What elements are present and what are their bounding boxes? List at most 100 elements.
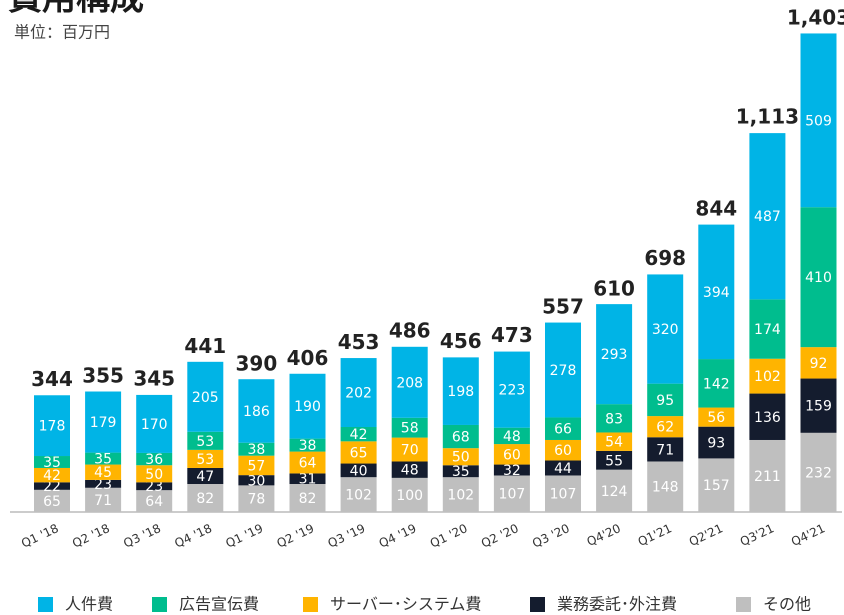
bar-segment	[647, 383, 684, 417]
bar-segment	[749, 358, 786, 394]
segment-label: 198	[447, 384, 474, 400]
segment-label: 190	[294, 399, 321, 415]
legend-swatch	[736, 597, 751, 612]
bar-segment	[34, 482, 70, 490]
segment-label: 102	[447, 488, 474, 504]
bar-segment	[34, 489, 70, 512]
bar-segment	[800, 347, 837, 379]
bar-segment	[289, 438, 326, 452]
chart-title: 費用構成	[8, 0, 144, 19]
bar-segment	[340, 441, 377, 464]
x-tick-label: Q2 '19	[275, 521, 317, 550]
segment-label: 95	[656, 393, 674, 409]
bar-segment	[596, 404, 633, 433]
legend-label: その他	[763, 595, 811, 614]
chart-subtitle: 単位：百万円	[14, 23, 110, 42]
segment-label: 23	[94, 477, 112, 493]
segment-label: 410	[805, 270, 832, 286]
segment-label: 64	[299, 456, 317, 472]
segment-label: 54	[605, 435, 623, 451]
bar-segment	[698, 407, 735, 427]
segment-label: 178	[39, 419, 66, 435]
segment-label: 31	[299, 472, 317, 488]
segment-label: 65	[43, 494, 61, 510]
segment-label: 42	[43, 468, 61, 484]
x-tick-label: Q1'21	[636, 521, 674, 549]
bar-segment	[749, 299, 786, 359]
segment-label: 42	[350, 427, 368, 443]
segment-label: 320	[652, 322, 679, 338]
segment-label: 208	[396, 375, 423, 391]
total-label: 610	[593, 276, 635, 300]
bar-segment	[289, 451, 326, 474]
segment-label: 64	[145, 494, 163, 510]
segment-label: 159	[805, 399, 832, 415]
segment-label: 58	[401, 421, 419, 437]
segment-label: 45	[94, 465, 112, 481]
bar-segment	[391, 437, 428, 462]
segment-label: 55	[605, 453, 623, 469]
bar-segment	[391, 417, 428, 438]
bar-segment	[442, 465, 479, 478]
x-tick-label: Q3 '20	[530, 521, 572, 550]
segment-label: 35	[43, 455, 61, 471]
bar-segment	[391, 461, 428, 478]
legend-swatch	[530, 597, 545, 612]
segment-label: 179	[90, 415, 117, 431]
segment-label: 47	[196, 469, 214, 485]
segment-label: 211	[754, 469, 781, 485]
bar-segment	[800, 33, 837, 208]
bar-segment	[136, 394, 173, 453]
segment-label: 186	[243, 404, 270, 420]
bar-segment	[34, 395, 70, 457]
bar-segment	[136, 482, 173, 491]
total-label: 453	[338, 330, 380, 354]
segment-label: 205	[192, 390, 219, 406]
bar-segment	[493, 475, 530, 512]
segment-label: 124	[601, 484, 628, 500]
bar-segment	[85, 391, 122, 453]
bar-segment	[85, 487, 122, 512]
segment-label: 30	[247, 473, 265, 489]
bar-segment	[34, 467, 70, 483]
x-tick-label: Q1 '18	[19, 521, 61, 550]
x-tick-label: Q3'21	[738, 521, 776, 549]
x-tick-label: Q2 '20	[479, 521, 521, 550]
bar-segment	[85, 464, 122, 480]
legend-swatch	[152, 597, 167, 612]
segment-label: 92	[810, 356, 828, 372]
segment-label: 35	[94, 452, 112, 468]
bar-segment	[800, 207, 837, 348]
legend-label: 人件費	[65, 595, 113, 614]
bar-segment	[442, 477, 479, 512]
segment-label: 53	[196, 434, 214, 450]
segment-label: 38	[299, 438, 317, 454]
bar-segment	[647, 416, 684, 438]
segment-label: 70	[401, 443, 419, 459]
segment-label: 232	[805, 465, 832, 481]
legend-label: サーバー･システム費	[330, 595, 481, 614]
total-label: 441	[184, 334, 226, 358]
bar-segment	[238, 475, 275, 486]
segment-label: 48	[503, 429, 521, 445]
bar-segment	[238, 442, 275, 456]
bar-segment	[289, 373, 326, 439]
segment-label: 65	[350, 445, 368, 461]
x-tick-label: Q2'21	[687, 521, 725, 549]
total-label: 557	[542, 294, 584, 318]
bar-segment	[238, 379, 275, 443]
bar-segment	[136, 465, 173, 483]
x-tick-label: Q1 '19	[223, 521, 265, 550]
segment-label: 78	[247, 492, 265, 508]
legend-label: 広告宣伝費	[179, 595, 259, 614]
legend-swatch	[38, 597, 53, 612]
bar-segment	[136, 490, 173, 512]
segment-label: 40	[350, 463, 368, 479]
bar-segment	[391, 346, 428, 418]
segment-label: 50	[452, 450, 470, 466]
segment-label: 53	[196, 452, 214, 468]
x-tick-label: Q1 '20	[428, 521, 470, 550]
segment-label: 148	[652, 480, 679, 496]
segment-label: 57	[247, 458, 265, 474]
segment-label: 394	[703, 285, 730, 301]
